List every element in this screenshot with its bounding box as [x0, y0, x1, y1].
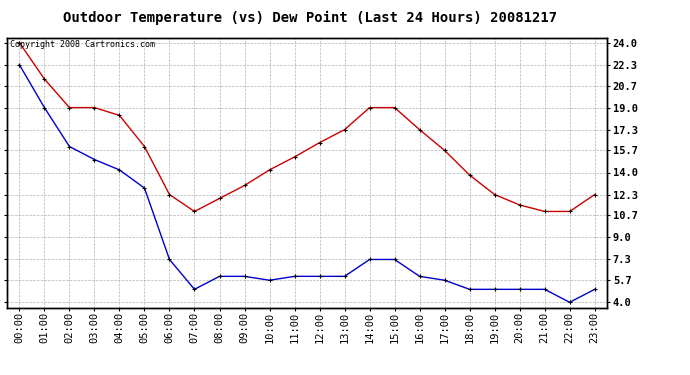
Text: Outdoor Temperature (vs) Dew Point (Last 24 Hours) 20081217: Outdoor Temperature (vs) Dew Point (Last… — [63, 11, 558, 26]
Text: Copyright 2008 Cartronics.com: Copyright 2008 Cartronics.com — [10, 40, 155, 49]
